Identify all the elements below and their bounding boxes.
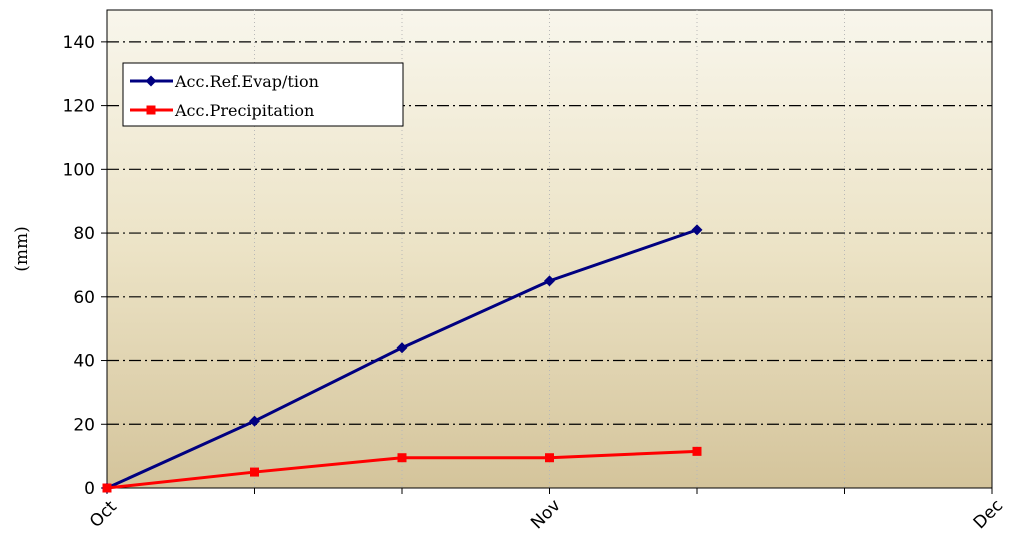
legend: Acc.Ref.Evap/tion Acc.Precipitation <box>122 62 404 127</box>
series <box>101 224 703 494</box>
x-tick-label: Dec <box>970 496 1007 533</box>
y-tick-label: 80 <box>73 224 95 244</box>
data-point <box>397 453 407 463</box>
data-point <box>691 224 703 236</box>
legend-label: Acc.Precipitation <box>174 101 314 120</box>
y-tick-label: 120 <box>63 97 95 117</box>
y-tick-label: 40 <box>73 352 95 372</box>
data-point <box>544 275 555 287</box>
x-tick-label: Nov <box>527 496 565 534</box>
grid <box>107 10 992 488</box>
y-tick-label: 20 <box>73 415 95 435</box>
y-tick-label: 100 <box>63 160 95 180</box>
data-point <box>250 467 259 477</box>
y-tick-label: 140 <box>63 33 95 53</box>
legend-label: Acc.Ref.Evap/tion <box>174 72 319 91</box>
y-tick-label: 60 <box>73 288 95 308</box>
x-tick-label: Oct <box>86 497 121 532</box>
legend-marker <box>145 75 157 87</box>
legend-marker <box>146 105 156 115</box>
data-point <box>102 483 112 493</box>
data-point <box>545 453 554 463</box>
data-point <box>249 415 260 427</box>
data-point <box>692 446 702 456</box>
legend-box <box>122 62 404 127</box>
data-point <box>396 342 408 354</box>
y-axis-label: (mm) <box>12 226 32 272</box>
y-tick-label: 0 <box>84 479 95 499</box>
